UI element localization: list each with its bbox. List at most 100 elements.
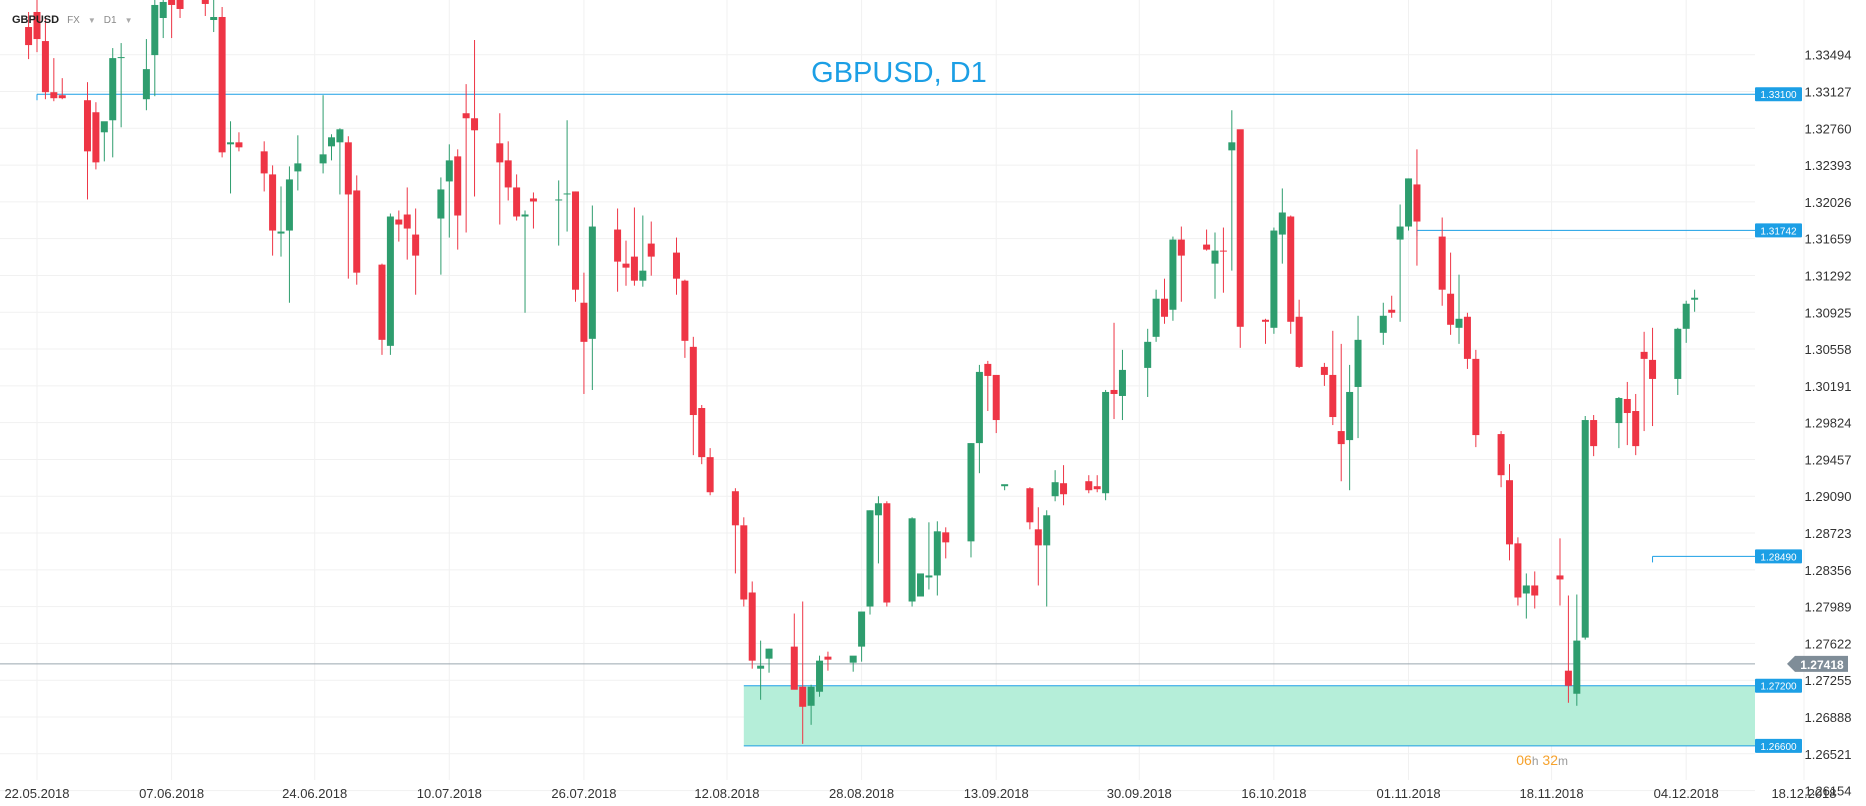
candle[interactable] bbox=[1295, 299, 1303, 368]
candle[interactable] bbox=[1590, 415, 1598, 457]
candle[interactable] bbox=[555, 180, 563, 246]
candle[interactable] bbox=[1396, 204, 1404, 322]
candle[interactable] bbox=[933, 521, 941, 596]
candle[interactable] bbox=[1110, 322, 1118, 420]
candle[interactable] bbox=[1573, 594, 1581, 706]
timeframe-label[interactable]: D1 bbox=[103, 14, 117, 26]
candle[interactable] bbox=[1531, 571, 1539, 609]
candle[interactable] bbox=[908, 517, 916, 607]
candle[interactable] bbox=[1438, 217, 1446, 306]
candle[interactable] bbox=[201, 0, 209, 16]
candle[interactable] bbox=[176, 0, 184, 18]
candle[interactable] bbox=[1379, 302, 1387, 345]
candle[interactable] bbox=[1564, 595, 1572, 703]
candle[interactable] bbox=[58, 78, 66, 100]
timeframe-dropdown-icon[interactable]: ▼ bbox=[124, 15, 133, 25]
candle[interactable] bbox=[572, 191, 580, 302]
candle[interactable] bbox=[1118, 349, 1126, 421]
candle[interactable] bbox=[151, 0, 159, 97]
candle[interactable] bbox=[858, 611, 866, 662]
candle[interactable] bbox=[1346, 364, 1354, 491]
candle[interactable] bbox=[25, 11, 33, 60]
candle[interactable] bbox=[496, 113, 504, 225]
candle[interactable] bbox=[706, 448, 714, 496]
candle[interactable] bbox=[866, 510, 874, 615]
candle[interactable] bbox=[1203, 229, 1211, 251]
candle[interactable] bbox=[580, 272, 588, 394]
candle[interactable] bbox=[1236, 129, 1244, 348]
candle[interactable] bbox=[1144, 328, 1152, 397]
candle[interactable] bbox=[504, 141, 512, 201]
date-axis[interactable]: 22.05.2018 07.06.2018 24.06.2018 10.07.2018… bbox=[4, 786, 1836, 801]
candle[interactable] bbox=[386, 213, 394, 355]
candle[interactable] bbox=[294, 135, 302, 191]
candle[interactable] bbox=[681, 279, 689, 358]
candle[interactable] bbox=[874, 496, 882, 564]
candle[interactable] bbox=[83, 82, 91, 200]
market-dropdown-icon[interactable]: ▼ bbox=[87, 15, 96, 25]
candle[interactable] bbox=[984, 360, 992, 412]
candle[interactable] bbox=[1228, 110, 1236, 271]
candle[interactable] bbox=[647, 221, 655, 276]
candle[interactable] bbox=[1455, 274, 1463, 344]
candle[interactable] bbox=[1278, 188, 1286, 264]
candle[interactable] bbox=[168, 0, 176, 39]
candle[interactable] bbox=[142, 39, 150, 111]
candle[interactable] bbox=[403, 187, 411, 260]
candle[interactable] bbox=[445, 144, 453, 238]
candle[interactable] bbox=[639, 215, 647, 287]
candle[interactable] bbox=[1261, 318, 1269, 344]
candle[interactable] bbox=[235, 132, 243, 152]
candle[interactable] bbox=[630, 207, 638, 286]
candle[interactable] bbox=[260, 141, 268, 192]
candle[interactable] bbox=[622, 240, 630, 286]
candle[interactable] bbox=[698, 405, 706, 465]
candle[interactable] bbox=[117, 43, 125, 128]
candle[interactable] bbox=[1615, 396, 1623, 449]
candle[interactable] bbox=[395, 210, 403, 242]
candle[interactable] bbox=[917, 573, 924, 597]
candle[interactable] bbox=[92, 102, 100, 170]
candle[interactable] bbox=[277, 186, 285, 257]
candle[interactable] bbox=[975, 364, 983, 474]
candle[interactable] bbox=[790, 613, 798, 690]
candle[interactable] bbox=[1691, 289, 1699, 312]
candle[interactable] bbox=[344, 136, 352, 279]
candle[interactable] bbox=[1043, 510, 1051, 607]
candle[interactable] bbox=[33, 0, 41, 53]
candle[interactable] bbox=[227, 121, 235, 194]
candle[interactable] bbox=[757, 640, 765, 700]
candle[interactable] bbox=[378, 263, 386, 355]
candle[interactable] bbox=[883, 501, 891, 607]
candle[interactable] bbox=[471, 40, 479, 197]
candle[interactable] bbox=[1447, 252, 1455, 335]
candle[interactable] bbox=[1522, 573, 1530, 619]
candle[interactable] bbox=[1463, 312, 1471, 369]
candle[interactable] bbox=[1169, 236, 1177, 321]
candle[interactable] bbox=[1682, 300, 1690, 343]
price-axis[interactable]: 1.33494 1.33127 1.32760 1.32393 1.32026 1.316… bbox=[1805, 48, 1852, 799]
candle[interactable] bbox=[1497, 431, 1505, 488]
candle[interactable] bbox=[437, 177, 445, 275]
candle[interactable] bbox=[1623, 381, 1631, 446]
candles-layer[interactable] bbox=[25, 0, 1699, 744]
candle[interactable] bbox=[1581, 416, 1589, 640]
candle[interactable] bbox=[563, 120, 571, 232]
candle[interactable] bbox=[269, 165, 277, 256]
candle[interactable] bbox=[588, 205, 596, 390]
candle[interactable] bbox=[210, 0, 218, 33]
candle[interactable] bbox=[1388, 295, 1396, 318]
candle[interactable] bbox=[1152, 289, 1160, 342]
candle[interactable] bbox=[1674, 327, 1682, 395]
candle[interactable] bbox=[412, 208, 420, 295]
candle[interactable] bbox=[285, 166, 293, 303]
candle[interactable] bbox=[1085, 475, 1093, 494]
candle[interactable] bbox=[1514, 537, 1522, 606]
candle[interactable] bbox=[816, 655, 824, 697]
candle[interactable] bbox=[336, 128, 344, 195]
symbol-label[interactable]: GBPUSD bbox=[12, 14, 60, 26]
candle[interactable] bbox=[740, 517, 748, 607]
candle[interactable] bbox=[353, 175, 361, 285]
candle[interactable] bbox=[109, 48, 117, 158]
